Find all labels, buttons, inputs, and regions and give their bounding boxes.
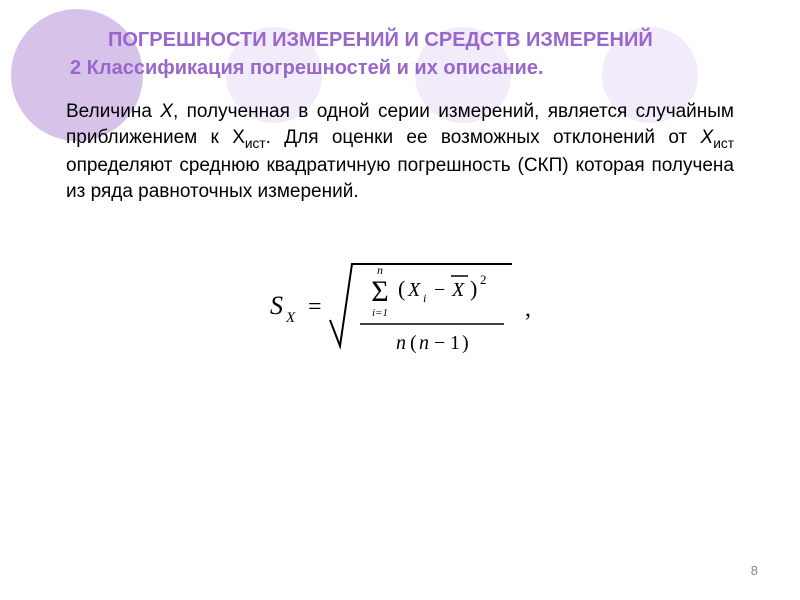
body-text: определяют среднюю квадратичную погрешно…: [66, 155, 734, 202]
paren-open: (: [398, 276, 405, 301]
denom-n: n: [396, 332, 406, 354]
denom-one: 1: [450, 332, 460, 354]
denom-open: (: [410, 332, 417, 354]
slide-content: ПОГРЕШНОСТИ ИЗМЕРЕНИЙ И СРЕДСТВ ИЗМЕРЕНИ…: [0, 0, 800, 374]
term-xi: X: [407, 279, 421, 301]
denom-minus: −: [434, 332, 445, 354]
sigma-icon: Σ: [371, 275, 388, 308]
term-sq: 2: [480, 272, 487, 287]
title-line-2: 2 Классификация погрешностей и их описан…: [60, 55, 740, 81]
formula-svg: S X = n Σ i=1 ( X i − X ) 2: [250, 234, 550, 374]
sub-ist: ист: [245, 135, 266, 150]
body-paragraph: Величина X, полученная в одной серии изм…: [60, 99, 740, 204]
denom-n2: n: [419, 332, 429, 354]
sum-lower: i=1: [372, 307, 388, 319]
paren-close: ): [470, 276, 477, 301]
var-x: X: [160, 101, 173, 122]
sub-ist: ист: [713, 135, 734, 150]
title-line-1: ПОГРЕШНОСТИ ИЗМЕРЕНИЙ И СРЕДСТВ ИЗМЕРЕНИ…: [60, 28, 740, 53]
trailing-comma: ,: [525, 296, 531, 322]
formula-lhs-sub: X: [285, 310, 296, 326]
denom-close: ): [462, 332, 469, 354]
minus: −: [434, 279, 445, 301]
page-number: 8: [751, 563, 758, 578]
var-xist: X: [701, 127, 714, 148]
formula-lhs-s: S: [270, 291, 283, 320]
formula-eq: =: [308, 294, 322, 320]
body-text: . Для оценки ее возможных отклонений от: [266, 127, 701, 148]
body-text: Величина: [66, 101, 160, 122]
formula: S X = n Σ i=1 ( X i − X ) 2: [60, 234, 740, 374]
term-i: i: [423, 291, 426, 305]
term-xbar: X: [451, 279, 465, 301]
